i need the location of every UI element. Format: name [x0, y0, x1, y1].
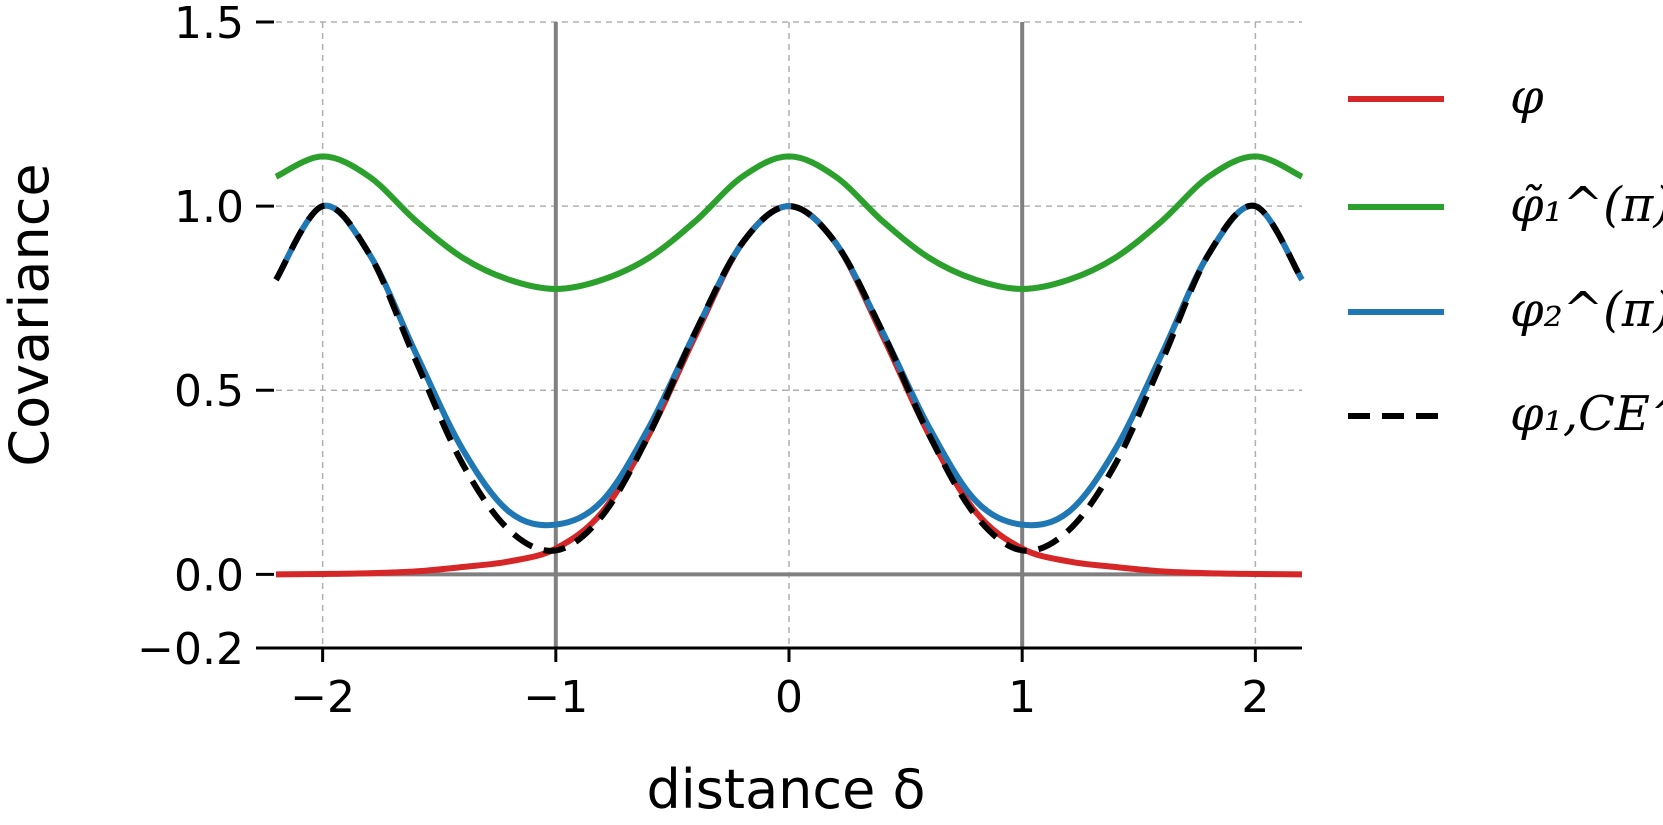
legend: φ φ̃₁^(π) φ₂^(π) φ₁,CE^(π): [1348, 69, 1663, 442]
axes: [256, 20, 1302, 662]
x-tick-label-2: 0: [775, 672, 803, 723]
x-tick-label-0: −2: [290, 672, 355, 723]
y-tick-label-0: −0.2: [137, 624, 244, 675]
y-axis-label: Covariance: [0, 163, 61, 466]
y-tick-label-3: 1.0: [174, 182, 244, 233]
x-tick-label-4: 2: [1241, 672, 1269, 723]
legend-label-phi-1-ce: φ₁,CE^(π): [1510, 386, 1663, 442]
series-lines: [273, 153, 1305, 578]
x-axis-label: distance δ: [646, 758, 925, 821]
series-line-phi-tilde-1: [274, 153, 1304, 292]
y-tick-label-2: 0.5: [174, 366, 244, 417]
tick-labels: −2 −1 0 1 2 −0.2 0.0 0.5 1.0 1.5: [137, 0, 1269, 723]
y-tick-label-1: 0.0: [174, 550, 244, 601]
reference-lines: [276, 22, 1302, 648]
series-line-phi-2: [273, 202, 1305, 529]
x-tick-label-3: 1: [1008, 672, 1036, 723]
legend-label-phi: φ: [1510, 69, 1544, 125]
legend-label-phi-2: φ₂^(π): [1510, 282, 1663, 338]
legend-label-phi-tilde-1: φ̃₁^(π): [1510, 177, 1663, 233]
grid-lines: [276, 21, 1302, 649]
x-tick-label-1: −1: [523, 672, 588, 723]
y-tick-label-4: 1.5: [174, 0, 244, 49]
